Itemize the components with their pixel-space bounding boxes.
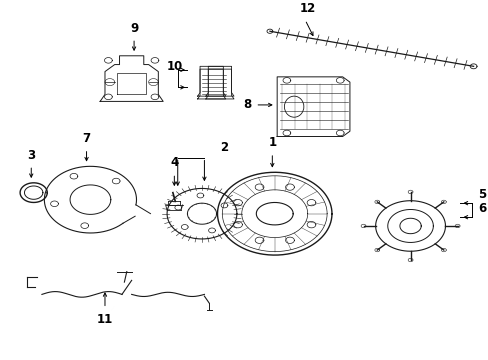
- Text: 3: 3: [27, 149, 35, 162]
- Text: 12: 12: [299, 2, 315, 15]
- Text: 1: 1: [268, 136, 276, 149]
- Text: 6: 6: [477, 202, 486, 215]
- Text: 7: 7: [82, 132, 90, 145]
- Text: 10: 10: [167, 60, 183, 73]
- Text: 8: 8: [243, 98, 251, 111]
- Text: 2: 2: [219, 141, 227, 154]
- Text: 5: 5: [477, 188, 486, 201]
- Text: 11: 11: [97, 312, 113, 326]
- Text: 9: 9: [130, 22, 138, 35]
- Text: 4: 4: [170, 156, 178, 169]
